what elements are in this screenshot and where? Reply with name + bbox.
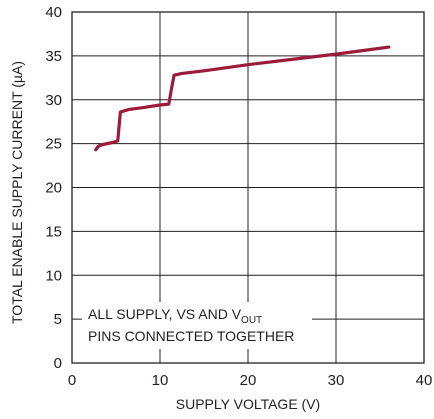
annotation-line-1-subscript: OUT [241,315,262,326]
x-tick-label: 0 [68,372,76,389]
annotation-background [82,302,312,349]
series-line [94,45,391,152]
tick-labels: 0 10 20 30 40 0 5 10 15 20 25 30 35 40 [45,4,432,389]
plot-frame [71,11,425,364]
y-tick-label: 30 [45,92,62,109]
y-tick-label: 25 [45,136,62,153]
x-tick-label: 20 [240,372,257,389]
x-axis-label: SUPPLY VOLTAGE (V) [176,396,320,412]
annotation: ALL SUPPLY, VS AND VOUT PINS CONNECTED T… [82,302,312,349]
y-tick-label: 20 [45,180,62,197]
y-tick-label: 10 [45,267,62,284]
x-tick-label: 40 [416,372,433,389]
annotation-line-1: ALL SUPPLY, VS AND VOUT [88,306,262,326]
x-tick-label: 10 [152,372,169,389]
annotation-line-1-prefix: ALL SUPPLY, VS AND V [88,306,242,322]
y-tick-label: 40 [45,4,62,21]
y-tick-label: 5 [54,311,62,328]
y-tick-label: 0 [54,355,62,372]
y-tick-label: 15 [45,223,62,240]
y-axis-label: TOTAL ENABLE SUPPLY CURRENT (µA) [9,61,25,324]
x-tick-label: 30 [328,372,345,389]
annotation-line-2: PINS CONNECTED TOGETHER [88,328,294,344]
y-tick-label: 35 [45,48,62,65]
